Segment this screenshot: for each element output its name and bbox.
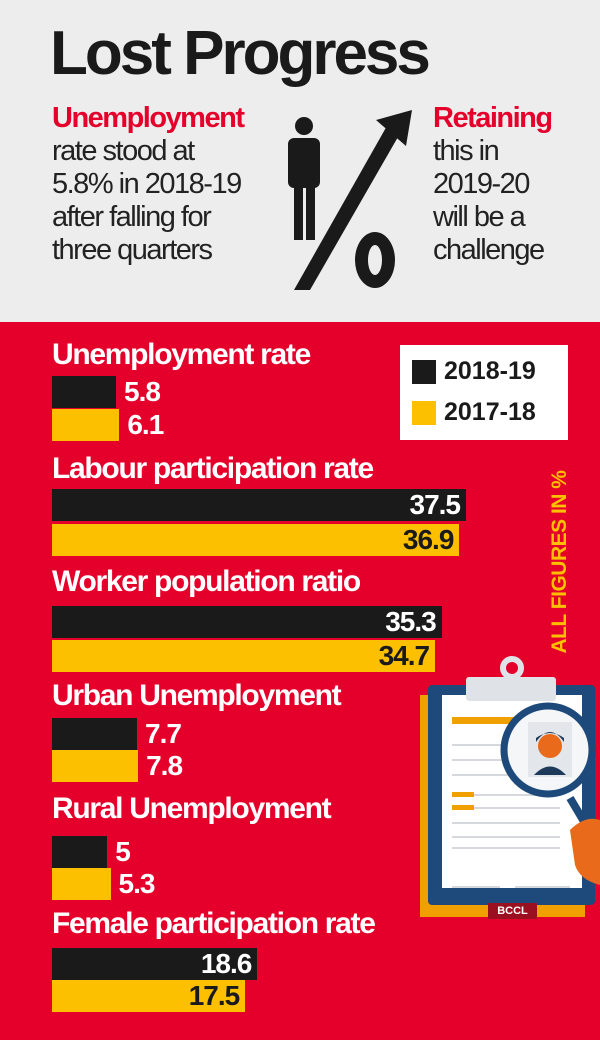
left-line: 5.8% in 2018-19 [52, 168, 242, 200]
category-label: Female participation rate [52, 907, 376, 940]
right-line: 2019-20 [433, 168, 530, 200]
bar-2017-18 [52, 750, 139, 782]
person-percent-arrow-icon [288, 110, 412, 290]
bar-2017-18 [52, 409, 120, 441]
data-label: 34.7 [378, 640, 430, 671]
legend-swatch [412, 400, 436, 425]
category-label: Unemployment rate [52, 338, 311, 371]
bar-2018-19 [52, 948, 258, 980]
legend-item-2018-19: 2018-19 [412, 357, 536, 386]
category-label: Labour participation rate [52, 452, 374, 485]
right-line: will be a [433, 201, 526, 233]
data-label: 35.3 [385, 606, 436, 637]
bar-2017-18 [52, 980, 246, 1012]
units-note: ALL FIGURES IN % [548, 470, 571, 654]
credit-badge: BCCL [488, 903, 537, 919]
data-label: 36.9 [402, 524, 454, 555]
left-highlight: Unemployment [52, 102, 245, 134]
legend: 2018-19 2017-18 [400, 345, 568, 440]
bar-2017-18 [52, 524, 460, 556]
legend-label: 2018-19 [444, 357, 536, 385]
bar-2018-19 [52, 376, 117, 408]
bar-2018-19 [52, 489, 466, 521]
right-line: challenge [433, 234, 545, 266]
data-label: 18.6 [200, 948, 252, 979]
right-highlight: Retaining [433, 102, 553, 134]
data-label: 6.1 [127, 409, 164, 440]
right-line: this in [433, 135, 500, 167]
bar-2018-19 [52, 836, 108, 868]
bar-2018-19 [52, 718, 137, 750]
left-line: three quarters [52, 234, 213, 266]
left-caption: Unemployment rate stood at 5.8% in 2018-… [52, 102, 245, 267]
clipboard-magnifier-illustration [420, 656, 600, 917]
data-label: 5.8 [124, 376, 161, 407]
category-label: Worker population ratio [52, 565, 361, 598]
legend-label: 2017-18 [444, 398, 536, 426]
person-icon [288, 117, 320, 240]
header: Lost Progress Unemployment rate stood at… [0, 0, 600, 322]
category-label: Rural Unemployment [52, 792, 332, 825]
data-label: 5.3 [118, 868, 156, 899]
bar-2018-19 [52, 606, 442, 638]
bar-2017-18 [52, 868, 111, 900]
data-label: 37.5 [409, 489, 461, 520]
data-label: 7.8 [146, 750, 183, 781]
bar-2017-18 [52, 640, 436, 672]
data-label: 17.5 [188, 980, 240, 1011]
left-line: after falling for [52, 201, 212, 233]
right-caption: Retaining this in 2019-20 will be a chal… [433, 102, 553, 267]
data-label: 5 [115, 836, 131, 867]
legend-item-2017-18: 2017-18 [412, 398, 536, 427]
percent-arrow-icon [294, 110, 412, 290]
category-label: Urban Unemployment [52, 679, 342, 712]
chart-title: Lost Progress [50, 19, 431, 88]
left-line: rate stood at [52, 135, 195, 167]
legend-swatch [412, 359, 436, 384]
data-label: 7.7 [145, 718, 182, 749]
